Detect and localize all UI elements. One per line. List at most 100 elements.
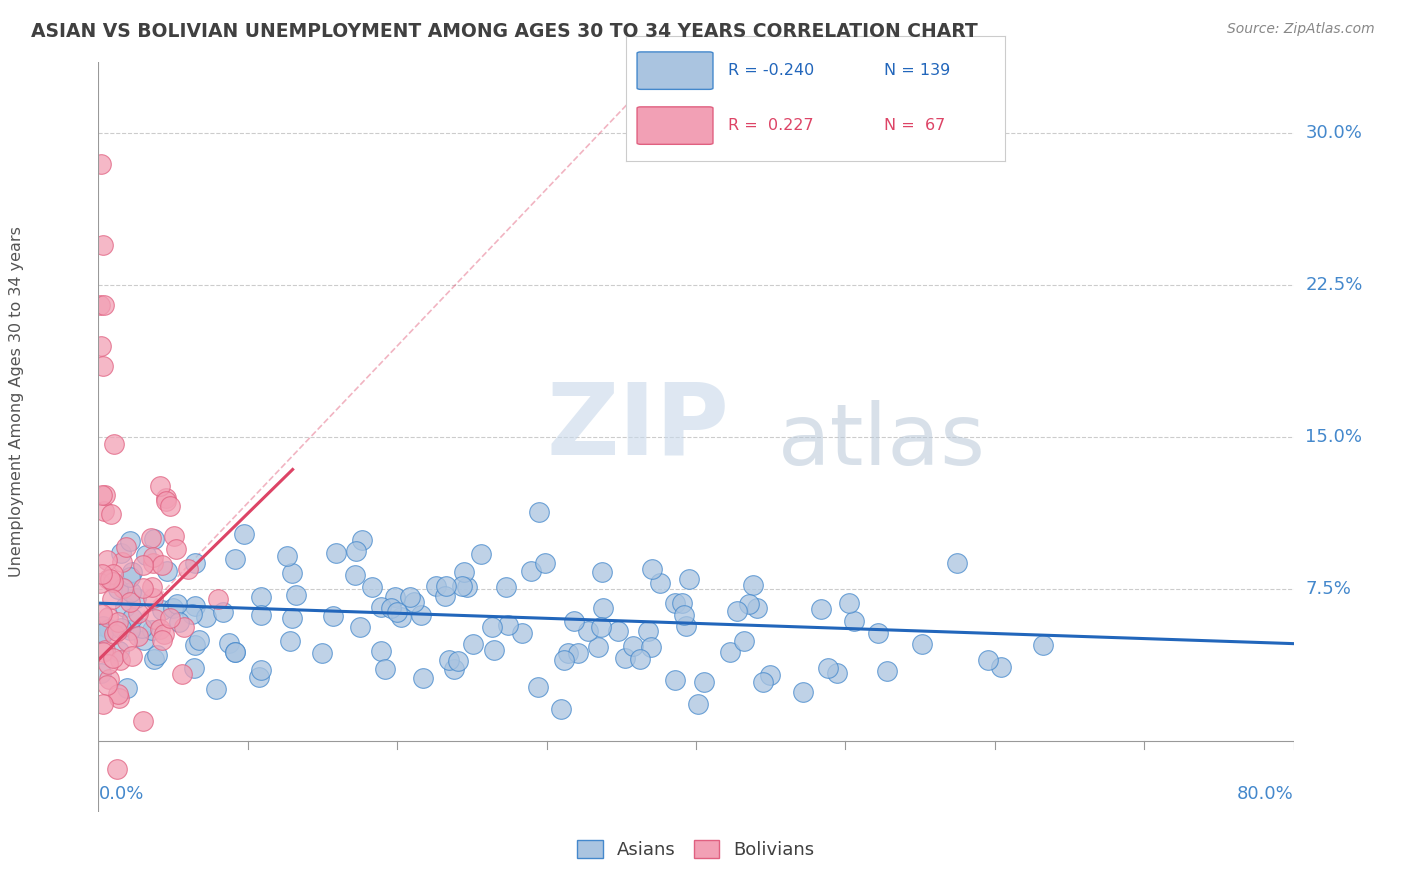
Point [150, 632, 173, 647]
Point [159, 611, 181, 625]
Point [370, 643, 392, 657]
Point [693, 674, 716, 689]
Point [361, 580, 384, 594]
Point [90, 666, 112, 681]
Point [280, 566, 302, 580]
Point [553, 653, 575, 667]
Point [96, 678, 118, 692]
Point [111, 555, 134, 569]
Point [205, 681, 228, 696]
Point [412, 671, 434, 685]
Point [534, 556, 557, 570]
Point [149, 479, 172, 493]
Point [496, 618, 519, 632]
Point [155, 564, 177, 578]
Point [946, 556, 969, 570]
Point [141, 580, 163, 594]
Point [108, 653, 131, 667]
Point [207, 592, 229, 607]
Text: 80.0%: 80.0% [1237, 785, 1294, 804]
Point [110, 621, 132, 635]
Point [425, 579, 447, 593]
Point [664, 673, 686, 687]
Point [93, 504, 115, 518]
Point [404, 595, 426, 609]
Point [108, 644, 131, 658]
Point [132, 581, 155, 595]
Point [592, 600, 614, 615]
Point [177, 562, 200, 576]
Point [121, 565, 143, 579]
Point [101, 575, 124, 590]
Point [675, 619, 697, 633]
Point [374, 662, 396, 676]
Point [613, 650, 636, 665]
Point [91, 626, 114, 640]
Point [977, 653, 1000, 667]
Text: atlas: atlas [778, 400, 986, 483]
Point [409, 607, 432, 622]
Point [183, 661, 205, 675]
Point [249, 590, 271, 604]
Point [212, 605, 235, 619]
Point [135, 549, 157, 563]
Point [276, 549, 298, 563]
Point [322, 609, 344, 624]
Point [792, 684, 814, 698]
Point [115, 541, 138, 555]
Point [591, 566, 613, 580]
Point [344, 544, 367, 558]
Point [447, 654, 470, 668]
Point [159, 499, 181, 513]
Point [733, 634, 755, 648]
Point [520, 564, 543, 578]
Text: ZIP: ZIP [547, 378, 730, 475]
Point [686, 697, 709, 711]
Point [142, 591, 165, 605]
Point [470, 547, 492, 561]
Point [103, 437, 125, 451]
Point [481, 620, 503, 634]
Text: 22.5%: 22.5% [1306, 277, 1362, 294]
Point [352, 533, 374, 547]
Point [91, 359, 114, 374]
Point [110, 546, 132, 560]
Point [89, 576, 111, 591]
Point [155, 494, 177, 508]
Point [284, 588, 307, 602]
Point [184, 638, 207, 652]
Point [344, 568, 367, 582]
Point [97, 657, 120, 671]
Point [142, 533, 165, 547]
Text: ASIAN VS BOLIVIAN UNEMPLOYMENT AMONG AGES 30 TO 34 YEARS CORRELATION CHART: ASIAN VS BOLIVIAN UNEMPLOYMENT AMONG AGE… [31, 22, 977, 41]
Point [103, 627, 125, 641]
Point [224, 552, 246, 566]
Point [127, 629, 149, 643]
Point [108, 691, 131, 706]
Point [249, 670, 271, 684]
Point [105, 624, 128, 638]
Point [876, 664, 898, 678]
Point [742, 578, 765, 592]
Point [385, 605, 408, 619]
Point [456, 580, 478, 594]
Point [838, 595, 860, 609]
Point [188, 632, 211, 647]
Point [671, 596, 693, 610]
Point [139, 532, 162, 546]
Point [510, 625, 533, 640]
Point [384, 590, 406, 604]
Point [162, 600, 184, 615]
Point [165, 541, 187, 556]
Point [134, 633, 156, 648]
Point [738, 597, 761, 611]
Point [97, 610, 120, 624]
Point [825, 666, 848, 681]
Point [155, 491, 177, 505]
Point [370, 599, 392, 614]
Point [664, 596, 686, 610]
Point [142, 550, 165, 565]
Point [443, 662, 465, 676]
Text: 15.0%: 15.0% [1306, 428, 1362, 446]
Point [94, 643, 117, 657]
